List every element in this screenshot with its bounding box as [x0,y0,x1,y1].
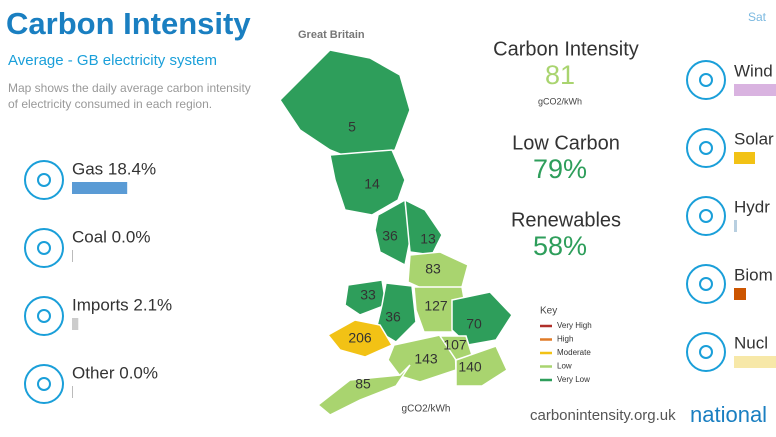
fuel-icon [686,128,726,168]
fuel-label: Coal 0.0% [72,227,150,246]
stat-label: Low Carbon [512,132,620,154]
fuel-icon-dot [37,241,51,255]
stat-unit: gCO2/kWh [538,96,582,106]
title: Carbon Intensity [6,6,251,41]
fuel-icon-dot [37,377,51,391]
region-value: 13 [420,231,436,247]
fuel-icon [24,364,64,404]
fuel-bar [734,84,776,96]
fuel-icon [686,264,726,304]
region-value: 33 [360,287,376,303]
key-label: Very High [557,321,592,330]
region-value: 143 [414,351,438,367]
site: carbonintensity.org.uk [530,407,676,424]
map-region [404,198,443,256]
fuel-icon [24,160,64,200]
key-label: Moderate [557,348,591,357]
region-value: 85 [355,376,371,392]
fuel-icon [24,228,64,268]
fuel-icon [24,296,64,336]
fuel-icon-dot [37,309,51,323]
fuel-icon-dot [37,173,51,187]
fuel-label: Solar [734,129,774,148]
map-region [329,149,406,216]
fuel-label: Wind [734,61,773,80]
stat-value: 58% [533,231,587,261]
fuel-icon-dot [699,277,713,291]
region-value: 206 [348,330,372,346]
fuel-bar [734,356,776,368]
stat-label: Carbon Intensity [493,38,639,60]
fuel-bar [72,182,128,194]
map-unit: gCO2/kWh [402,404,451,415]
fuel-bar [734,288,746,300]
fuel-icon-dot [699,345,713,359]
map-region [326,319,394,358]
region-value: 14 [364,176,380,192]
region-value: 70 [466,316,482,332]
region-value: 5 [348,119,356,135]
region: Great Britain [298,29,365,41]
stat-value: 81 [545,60,575,90]
fuel-label: Gas 18.4% [72,159,156,178]
brand: national [690,402,767,427]
fuel-label: Biom [734,265,773,284]
fuel-icon [686,60,726,100]
region-value: 127 [424,298,448,314]
fuel-label: Hydr [734,197,770,216]
fuel-bar [72,318,79,330]
key-label: Low [557,362,572,371]
fuel-label: Other 0.0% [72,363,158,382]
region-value: 83 [425,261,441,277]
fuel-icon [686,332,726,372]
fuel-bar [734,152,755,164]
region-value: 140 [458,359,482,375]
key-title: Key [540,306,557,317]
map-region [455,345,508,387]
map-region [316,364,411,416]
fuel-label: Nucl [734,333,768,352]
map-region [451,291,513,346]
key-label: High [557,335,573,344]
region-value: 36 [385,309,401,325]
fuel-label: Imports 2.1% [72,295,172,314]
map-region [375,282,417,343]
subtitle: Average - GB electricity system [8,52,217,69]
map-region [279,49,411,163]
fuel-icon-dot [699,141,713,155]
fuel-bar [734,220,737,232]
stat-value: 79% [533,154,587,184]
date: Sat [748,10,767,24]
fuel-icon-dot [699,209,713,223]
map-region [344,279,387,316]
stat-label: Renewables [511,209,621,231]
key-label: Very Low [557,375,590,384]
fuel-icon [686,196,726,236]
region-value: 107 [443,337,467,353]
description: of electricity consumed in each region. [8,97,212,111]
fuel-icon-dot [699,73,713,87]
description: Map shows the daily average carbon inten… [8,81,251,95]
region-value: 36 [382,228,398,244]
